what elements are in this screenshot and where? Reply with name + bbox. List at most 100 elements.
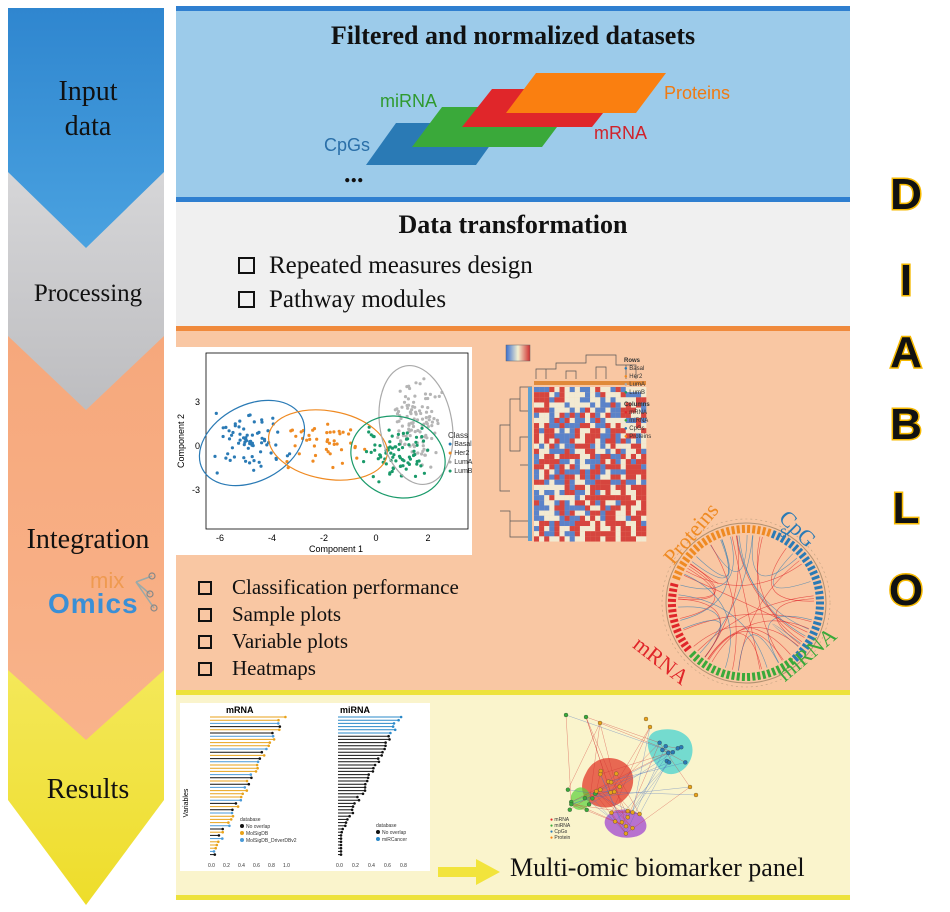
- heatmap-cell: [615, 423, 621, 429]
- heatmap-cell: [544, 526, 550, 532]
- sample-point: [311, 459, 315, 463]
- heatmap-cell: [554, 505, 560, 511]
- heatmap-cell: [569, 520, 575, 527]
- heatmap-cell: [590, 484, 596, 491]
- circos-segment: [804, 560, 813, 568]
- heatmap-cell: [590, 443, 596, 449]
- network-node: [693, 792, 699, 798]
- heatmap-cell: [625, 397, 631, 403]
- step-results-label: Results: [46, 774, 130, 805]
- circos-link: [707, 627, 799, 660]
- heatmap-cell: [641, 397, 647, 403]
- heatmap-cell: [539, 464, 545, 470]
- network-node: [623, 831, 629, 836]
- heatmap-cell: [569, 474, 575, 480]
- mrna-loading-point: [271, 731, 274, 735]
- sample-point: [367, 430, 371, 434]
- heatmap-cell: [610, 469, 616, 475]
- heatmap-cell: [630, 412, 637, 418]
- step-input-label: Input data: [58, 76, 118, 142]
- heatmap-cell: [636, 510, 642, 516]
- sample-point: [397, 454, 402, 458]
- circos-segment: [775, 665, 782, 674]
- circos-link: [710, 544, 737, 670]
- heatmap-cell: [630, 448, 637, 454]
- heatmap-cell: [600, 387, 606, 393]
- circos-segment: [672, 574, 681, 581]
- heatmap-cell: [585, 510, 591, 516]
- circos-segment: [811, 625, 820, 632]
- circos-segment: [751, 525, 756, 534]
- mirna-loading-point: [339, 846, 343, 850]
- sample-point: [421, 439, 426, 443]
- mrna-loading-point: [228, 824, 231, 828]
- sample-point: [390, 469, 394, 474]
- sample-point: [252, 468, 256, 472]
- circos-segment: [692, 543, 701, 553]
- heatmap-cell: [590, 459, 596, 465]
- sample-point: [420, 417, 425, 421]
- heatmap-cell: [600, 536, 606, 542]
- heatmap-cell: [590, 490, 596, 496]
- heatmap-cell: [610, 464, 616, 470]
- circos-segment: [770, 530, 777, 539]
- sample-point: [426, 406, 430, 410]
- heatmap-cell: [564, 526, 570, 532]
- network-node: [625, 808, 630, 814]
- heatmap-cell: [605, 479, 611, 485]
- heatmap-cell: [539, 397, 545, 403]
- heatmap-cell: [534, 536, 540, 542]
- heatmap-cell: [605, 428, 611, 434]
- heatmap-cell: [569, 464, 575, 470]
- heatmap-cell: [569, 397, 575, 403]
- sample-point: [362, 460, 366, 464]
- network-edge: [584, 797, 616, 822]
- sample-point: [390, 434, 394, 438]
- mrna-loading-point: [255, 763, 259, 767]
- sample-point: [307, 433, 311, 437]
- circos-segment: [731, 525, 736, 535]
- circos-link: [699, 535, 753, 654]
- heatmap-cell: [574, 490, 580, 496]
- circos-segment: [801, 642, 810, 651]
- heatmap-cell: [544, 520, 550, 527]
- integration-item-label: Heatmaps: [232, 656, 316, 680]
- sample-point: [226, 452, 230, 456]
- heatmap-cell: [605, 448, 611, 454]
- heatmap-cell: [569, 428, 575, 434]
- circos-segment: [696, 540, 705, 549]
- heatmap-cell: [595, 474, 601, 480]
- heatmap-cell: [534, 453, 540, 460]
- network-node: [582, 795, 588, 801]
- her2-ellipse: [268, 409, 388, 481]
- sample-point: [260, 441, 264, 445]
- heatmap-cell: [559, 495, 565, 501]
- heatmap-class-label: LumB: [454, 468, 473, 475]
- heatmap-cell: [585, 397, 591, 403]
- sample-point: [412, 449, 416, 453]
- heatmap-column-label: CpGs: [629, 426, 645, 432]
- mirna-xtick: 0.0: [336, 863, 343, 869]
- heatmap-cell: [595, 438, 601, 444]
- circos-segment: [669, 618, 679, 624]
- sample-point: [248, 442, 252, 446]
- heatmap-cell: [534, 387, 540, 393]
- heatmap-cell: [539, 474, 545, 480]
- sample-point: [408, 386, 412, 391]
- heatmap-column-label: Proteins: [629, 434, 652, 440]
- sample-point: [396, 435, 400, 440]
- mrna-loading-point: [277, 722, 280, 725]
- heatmap-column-label: miRNA: [629, 418, 649, 424]
- heatmap-cell: [539, 520, 545, 527]
- sample-point: [389, 451, 393, 455]
- sample-point: [407, 455, 411, 459]
- integration-item-label: Classification performance: [232, 575, 459, 599]
- heatmap-cell: [585, 402, 591, 408]
- heatmap-cell: [585, 479, 591, 485]
- heatmap-cell: [585, 505, 591, 511]
- sample-plot-xlabel: Component 1: [309, 544, 363, 554]
- heatmap-cell: [641, 526, 647, 532]
- heatmap-cell: [574, 407, 580, 413]
- sample-point: [421, 444, 425, 448]
- circos-segment: [812, 620, 822, 626]
